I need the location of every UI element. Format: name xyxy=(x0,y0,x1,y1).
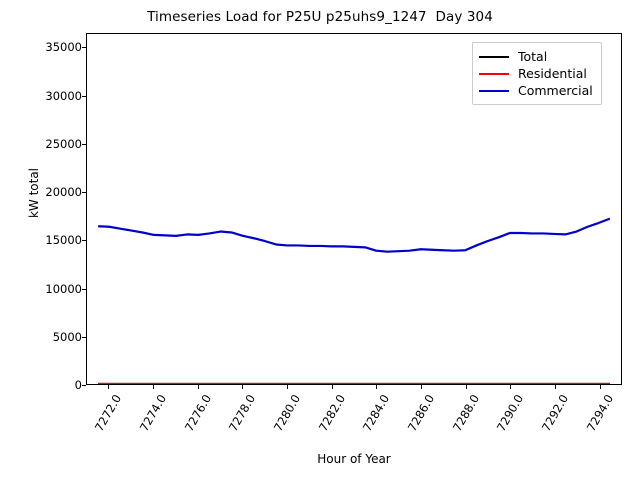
x-tick-mark xyxy=(197,385,199,389)
x-tick-label: 7288.0 xyxy=(449,392,482,434)
legend-label: Total xyxy=(518,49,548,64)
legend-label: Residential xyxy=(518,66,587,81)
y-tick-label: 30000 xyxy=(45,88,82,103)
x-axis-tick-marks xyxy=(86,385,622,391)
chart-title: Timeseries Load for P25U p25uhs9_1247 Da… xyxy=(147,9,493,25)
legend-swatch-icon xyxy=(479,55,509,58)
y-tick-label: 25000 xyxy=(45,136,82,151)
x-tick-mark xyxy=(287,385,288,389)
y-tick-label: 35000 xyxy=(45,40,82,55)
y-tick-label: 15000 xyxy=(45,233,82,248)
x-tick-mark xyxy=(555,385,556,389)
x-tick-label: 7294.0 xyxy=(583,392,616,434)
legend-item[interactable]: Commercial xyxy=(479,82,593,99)
x-tick-label: 7284.0 xyxy=(360,392,393,434)
y-tick-mark xyxy=(82,192,86,194)
x-tick-mark xyxy=(331,385,333,389)
x-tick-label: 7272.0 xyxy=(92,392,125,434)
y-tick-label: 5000 xyxy=(52,329,82,344)
x-tick-mark xyxy=(108,385,110,389)
y-tick-mark xyxy=(82,95,86,97)
x-tick-mark xyxy=(510,385,512,389)
x-tick-label: 7292.0 xyxy=(538,392,572,434)
legend-item[interactable]: Total xyxy=(479,48,593,65)
legend-item[interactable]: Residential xyxy=(479,65,593,82)
x-axis-label: Hour of Year xyxy=(317,452,391,466)
y-tick-label: 20000 xyxy=(45,185,82,200)
y-tick-label: 10000 xyxy=(45,281,82,296)
x-tick-mark xyxy=(376,385,378,389)
legend-label: Commercial xyxy=(518,83,593,98)
legend-swatch-icon xyxy=(479,89,509,92)
x-tick-mark xyxy=(465,385,467,389)
x-tick-mark xyxy=(242,385,244,389)
y-axis-tick-marks xyxy=(82,33,96,386)
y-tick-mark xyxy=(82,143,86,145)
y-tick-mark xyxy=(82,47,86,49)
x-tick-label: 7274.0 xyxy=(136,392,170,434)
x-tick-label: 7282.0 xyxy=(315,392,348,434)
x-tick-label: 7286.0 xyxy=(404,392,438,434)
x-tick-mark xyxy=(153,385,154,389)
legend-swatch-icon xyxy=(479,72,509,75)
y-tick-mark xyxy=(82,240,86,242)
plot-area xyxy=(86,33,622,385)
x-tick-label: 7290.0 xyxy=(494,392,527,434)
chart-legend: Total Residential Commercial xyxy=(472,42,602,105)
plot-lines xyxy=(98,217,611,384)
x-tick-label: 7280.0 xyxy=(270,392,304,434)
y-tick-mark xyxy=(82,336,86,338)
x-tick-label: 7276.0 xyxy=(181,392,214,434)
y-tick-label: 0 xyxy=(74,378,82,392)
x-tick-mark xyxy=(599,385,601,389)
y-axis-tick-labels: 0 5000 10000 15000 20000 25000 30000 35000 xyxy=(0,33,82,392)
y-tick-mark xyxy=(82,385,86,386)
x-tick-label: 7278.0 xyxy=(226,392,259,434)
x-tick-mark xyxy=(421,385,422,389)
y-tick-mark xyxy=(82,288,86,290)
series-line-commercial xyxy=(98,217,611,253)
